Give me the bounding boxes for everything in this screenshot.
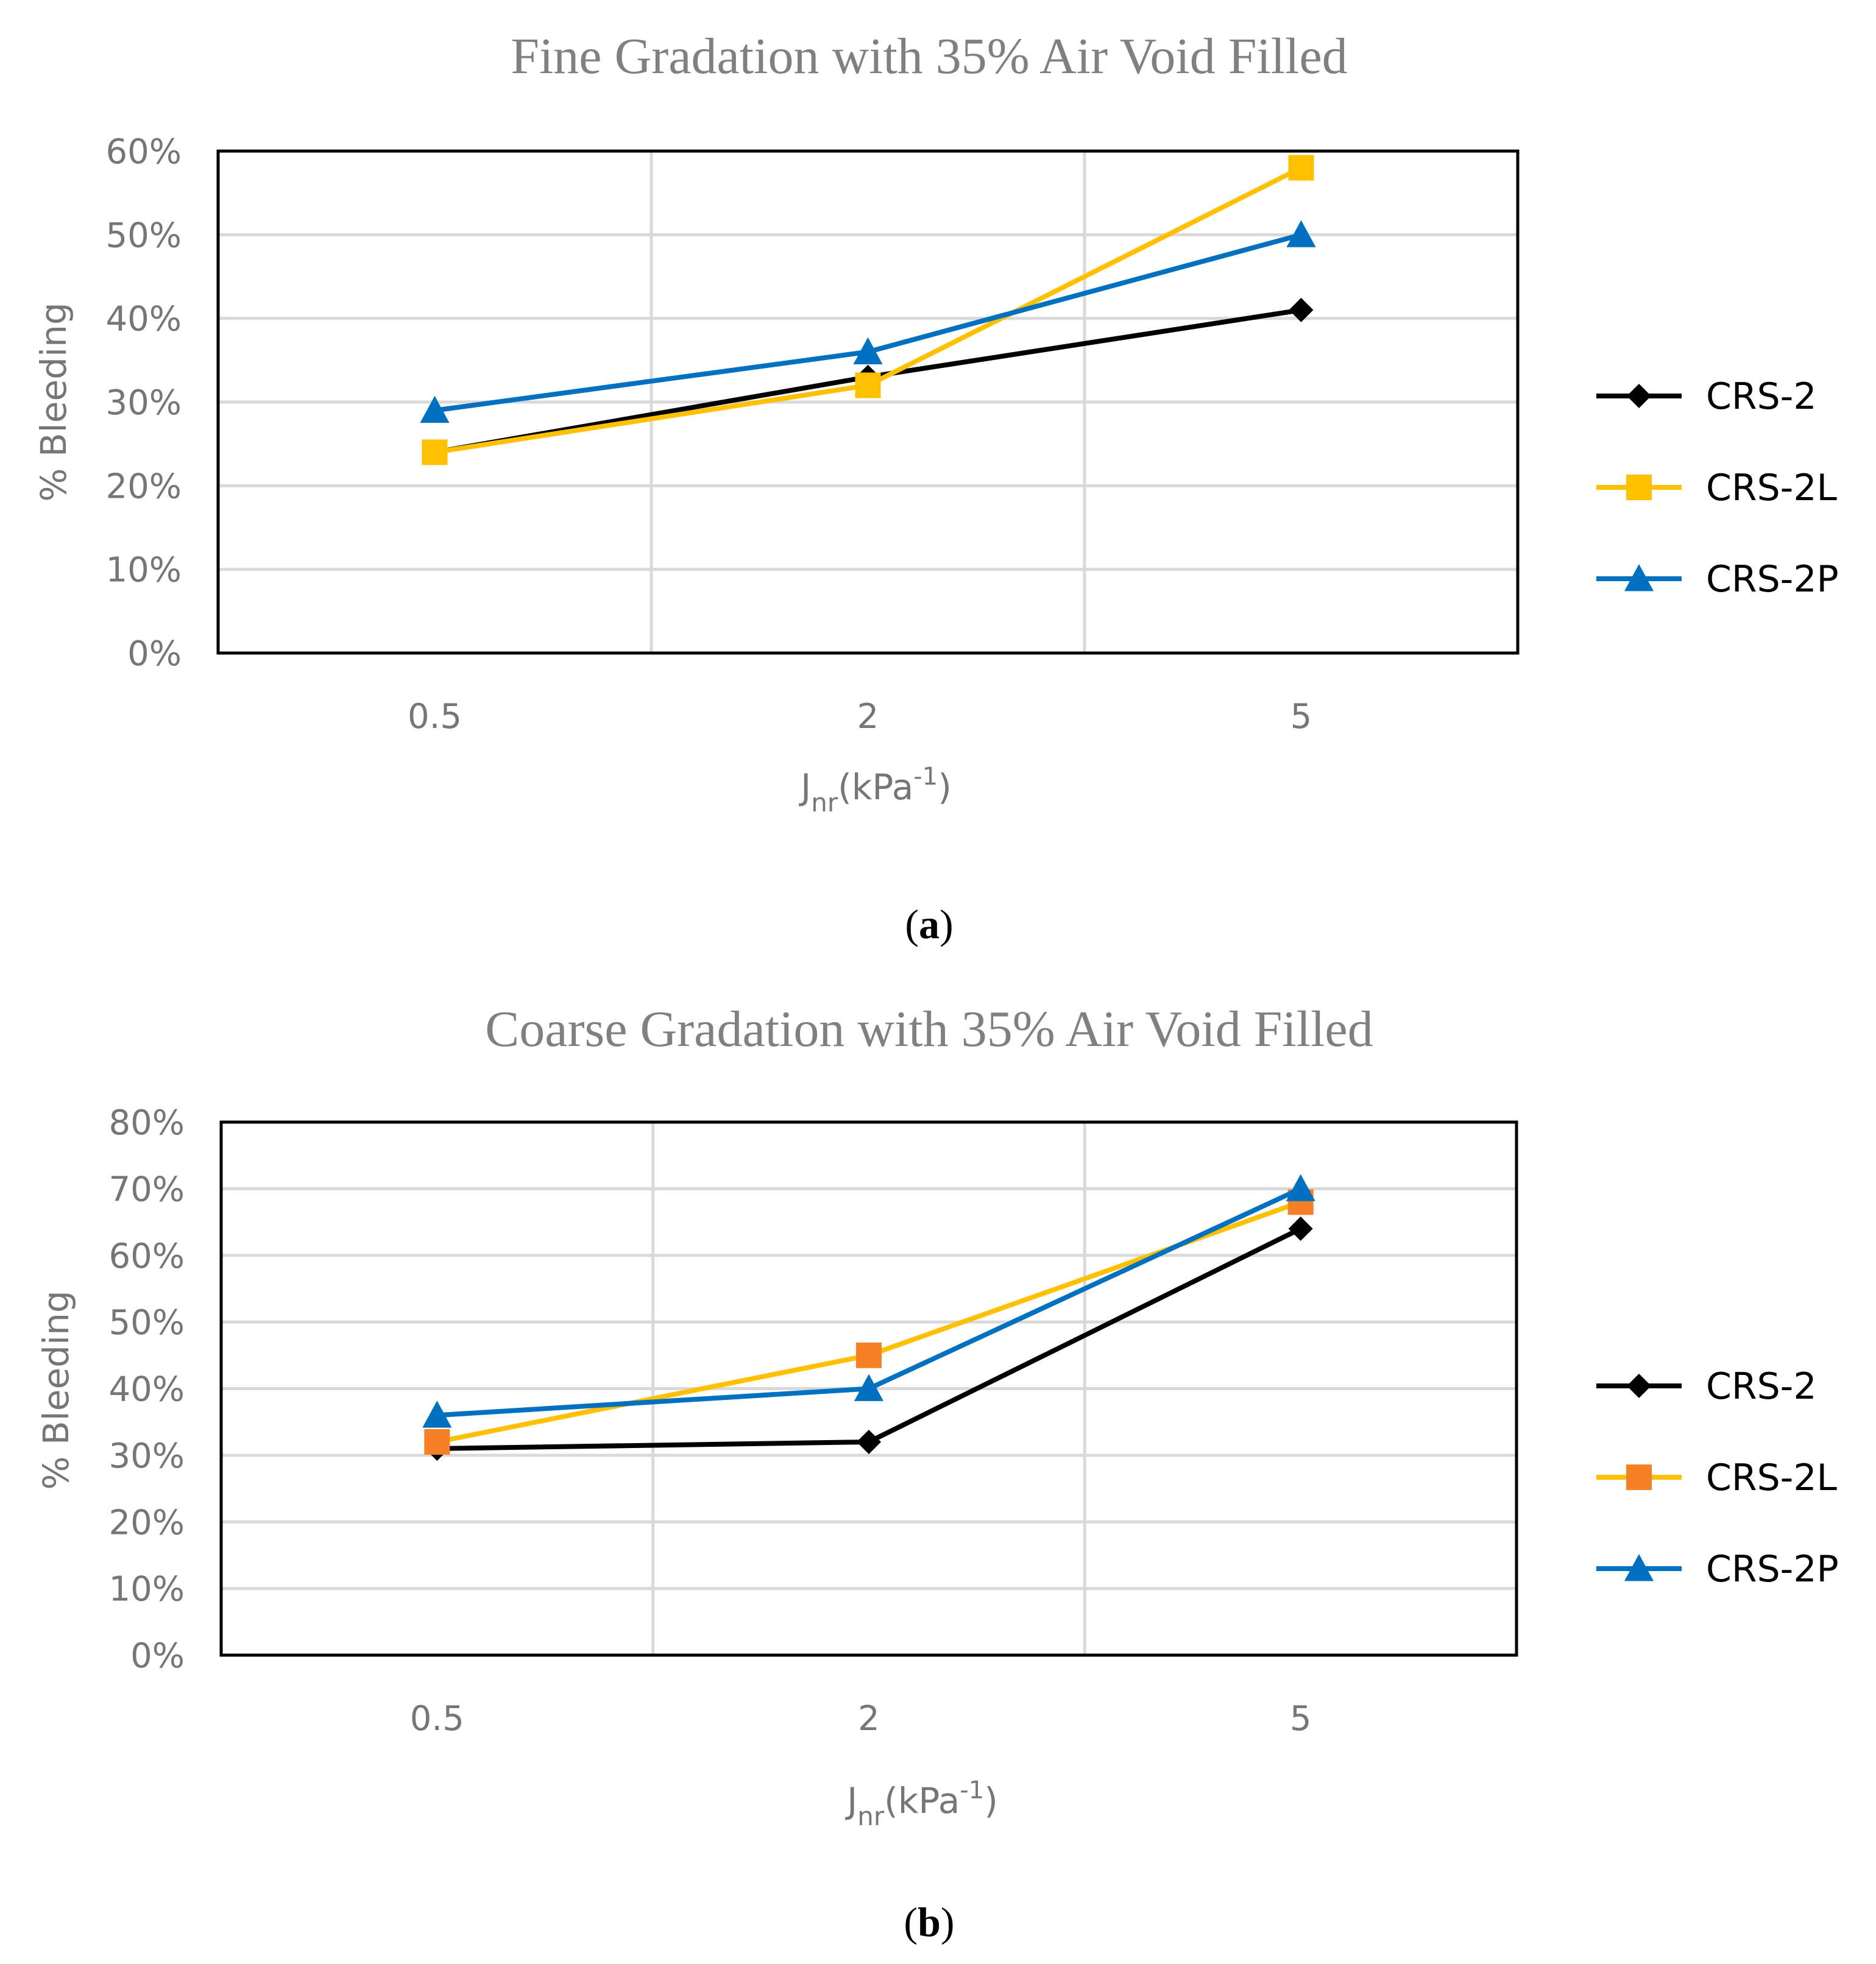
chart-b-x-label-exp: -1 <box>960 1776 984 1804</box>
chart-a-x-label-sub: nr <box>811 788 838 818</box>
data-point-crs-2p <box>854 1374 883 1401</box>
series-crs-2p <box>422 1174 1315 1428</box>
legend-item-crs-2: CRS-2 <box>1596 375 1817 418</box>
chart-b-x-axis-label: Jnr(kPa-1) <box>845 1776 998 1831</box>
y-tick-label: 0% <box>130 1636 185 1676</box>
chart-a-title: Fine Gradation with 35% Air Void Filled <box>511 28 1348 85</box>
x-tick-label: 5 <box>1290 697 1312 736</box>
chart-a-caption-close: ) <box>940 901 954 947</box>
data-point-crs-2p <box>853 337 883 364</box>
chart-a-x-label-exp: -1 <box>913 763 938 791</box>
chart-b-caption-close: ) <box>941 1899 955 1945</box>
chart-b-y-axis-label: % Bleeding <box>35 1290 77 1489</box>
y-tick-label: 50% <box>109 1303 185 1343</box>
chart-b-caption-letter: b <box>918 1899 941 1945</box>
chart-a-x-label-close: ) <box>938 766 952 808</box>
y-tick-label: 40% <box>106 300 182 339</box>
legend-item-crs-2l: CRS-2L <box>1596 467 1837 509</box>
chart-a-plot-frame <box>216 149 1520 655</box>
chart-b-plot-frame <box>219 1120 1518 1657</box>
chart-b-title: Coarse Gradation with 35% Air Void Fille… <box>485 1001 1373 1058</box>
chart-b-caption: (b) <box>904 1899 954 1945</box>
data-point-crs-2 <box>1288 1217 1313 1241</box>
data-point-crs-2 <box>1289 297 1314 322</box>
chart-a-caption: (a) <box>905 901 953 947</box>
chart-b-y-tick-labels: 0% 10% 20% 30% 40% 50% 60% 70% 80% <box>109 1103 185 1676</box>
legend-marker-crs-2p <box>1624 564 1654 592</box>
y-tick-label: 60% <box>106 132 182 172</box>
chart-b-legend: CRS-2 CRS-2L CRS-2P <box>1596 1365 1839 1591</box>
legend-marker-crs-2 <box>1627 1374 1651 1398</box>
chart-a-x-label-main: J <box>799 766 811 808</box>
legend-label-crs-2l: CRS-2L <box>1706 467 1837 509</box>
data-point-crs-2l <box>422 439 448 465</box>
legend-label-crs-2p: CRS-2P <box>1706 558 1839 601</box>
y-tick-label: 30% <box>109 1436 185 1476</box>
data-point-crs-2p <box>420 395 450 423</box>
chart-b-x-label-close: ) <box>984 1780 998 1821</box>
data-point-crs-2l <box>1288 155 1314 181</box>
y-tick-label: 10% <box>106 551 182 590</box>
chart-a: Fine Gradation with 35% Air Void Filled … <box>33 28 1839 947</box>
x-tick-label: 0.5 <box>408 697 462 736</box>
x-tick-label: 2 <box>858 1699 880 1739</box>
y-tick-label: 40% <box>109 1370 185 1410</box>
series-line-crs-2l <box>434 165 1303 455</box>
chart-a-caption-open: ( <box>905 901 919 947</box>
y-tick-label: 70% <box>109 1170 185 1209</box>
legend-label-crs-2: CRS-2 <box>1706 1365 1817 1408</box>
y-tick-label: 20% <box>109 1503 185 1542</box>
x-tick-label: 2 <box>857 697 879 736</box>
y-tick-label: 30% <box>106 383 182 423</box>
y-tick-label: 0% <box>127 634 182 674</box>
chart-a-x-tick-labels: 0.5 2 5 <box>408 697 1312 736</box>
chart-b-x-tick-labels: 0.5 2 5 <box>410 1699 1312 1739</box>
legend-label-crs-2: CRS-2 <box>1706 375 1817 418</box>
chart-b-x-label-main: J <box>845 1780 857 1821</box>
legend-marker-crs-2l <box>1626 475 1652 500</box>
data-point-crs-2p <box>422 1401 452 1428</box>
legend-label-crs-2p: CRS-2P <box>1706 1548 1839 1591</box>
chart-b-caption-open: ( <box>904 1899 918 1945</box>
data-point-crs-2p <box>1286 220 1316 247</box>
series-crs-2l <box>422 155 1314 465</box>
legend-marker-crs-2l <box>1626 1464 1652 1490</box>
chart-a-series <box>420 155 1316 465</box>
chart-a-gridlines <box>218 151 1518 653</box>
data-point-crs-2p <box>1286 1174 1315 1201</box>
chart-b: Coarse Gradation with 35% Air Void Fille… <box>35 1001 1839 1945</box>
chart-b-series <box>422 1174 1315 1461</box>
series-crs-2p <box>420 220 1316 423</box>
y-tick-label: 60% <box>109 1237 185 1276</box>
chart-a-y-axis-label: % Bleeding <box>33 302 74 501</box>
data-point-crs-2 <box>857 1430 881 1454</box>
data-point-crs-2l <box>856 1342 882 1368</box>
legend-item-crs-2p: CRS-2P <box>1596 1548 1839 1591</box>
y-tick-label: 10% <box>109 1570 185 1609</box>
y-tick-label: 80% <box>109 1103 185 1143</box>
y-tick-label: 20% <box>106 467 182 506</box>
x-tick-label: 0.5 <box>410 1699 464 1739</box>
chart-b-x-label-sub: nr <box>857 1801 885 1831</box>
legend-item-crs-2p: CRS-2P <box>1596 558 1839 601</box>
legend-marker-crs-2 <box>1627 384 1651 408</box>
x-tick-label: 5 <box>1290 1699 1312 1739</box>
chart-a-x-label-unit: (kPa <box>838 766 913 808</box>
chart-a-caption-letter: a <box>919 901 940 947</box>
chart-a-legend: CRS-2 CRS-2L CRS-2P <box>1596 375 1839 601</box>
chart-a-y-tick-labels: 0% 10% 20% 30% 40% 50% 60% <box>106 132 182 674</box>
legend-label-crs-2l: CRS-2L <box>1706 1457 1837 1499</box>
chart-b-gridlines <box>221 1122 1517 1655</box>
chart-b-x-label-unit: (kPa <box>884 1780 960 1821</box>
data-point-crs-2l <box>424 1429 450 1455</box>
legend-marker-crs-2p <box>1624 1554 1654 1581</box>
legend-item-crs-2: CRS-2 <box>1596 1365 1817 1408</box>
y-tick-label: 50% <box>106 216 182 255</box>
legend-item-crs-2l: CRS-2L <box>1596 1457 1837 1499</box>
chart-a-x-axis-label: Jnr(kPa-1) <box>799 763 952 818</box>
series-crs-2 <box>425 1217 1313 1461</box>
data-point-crs-2l <box>855 372 881 398</box>
